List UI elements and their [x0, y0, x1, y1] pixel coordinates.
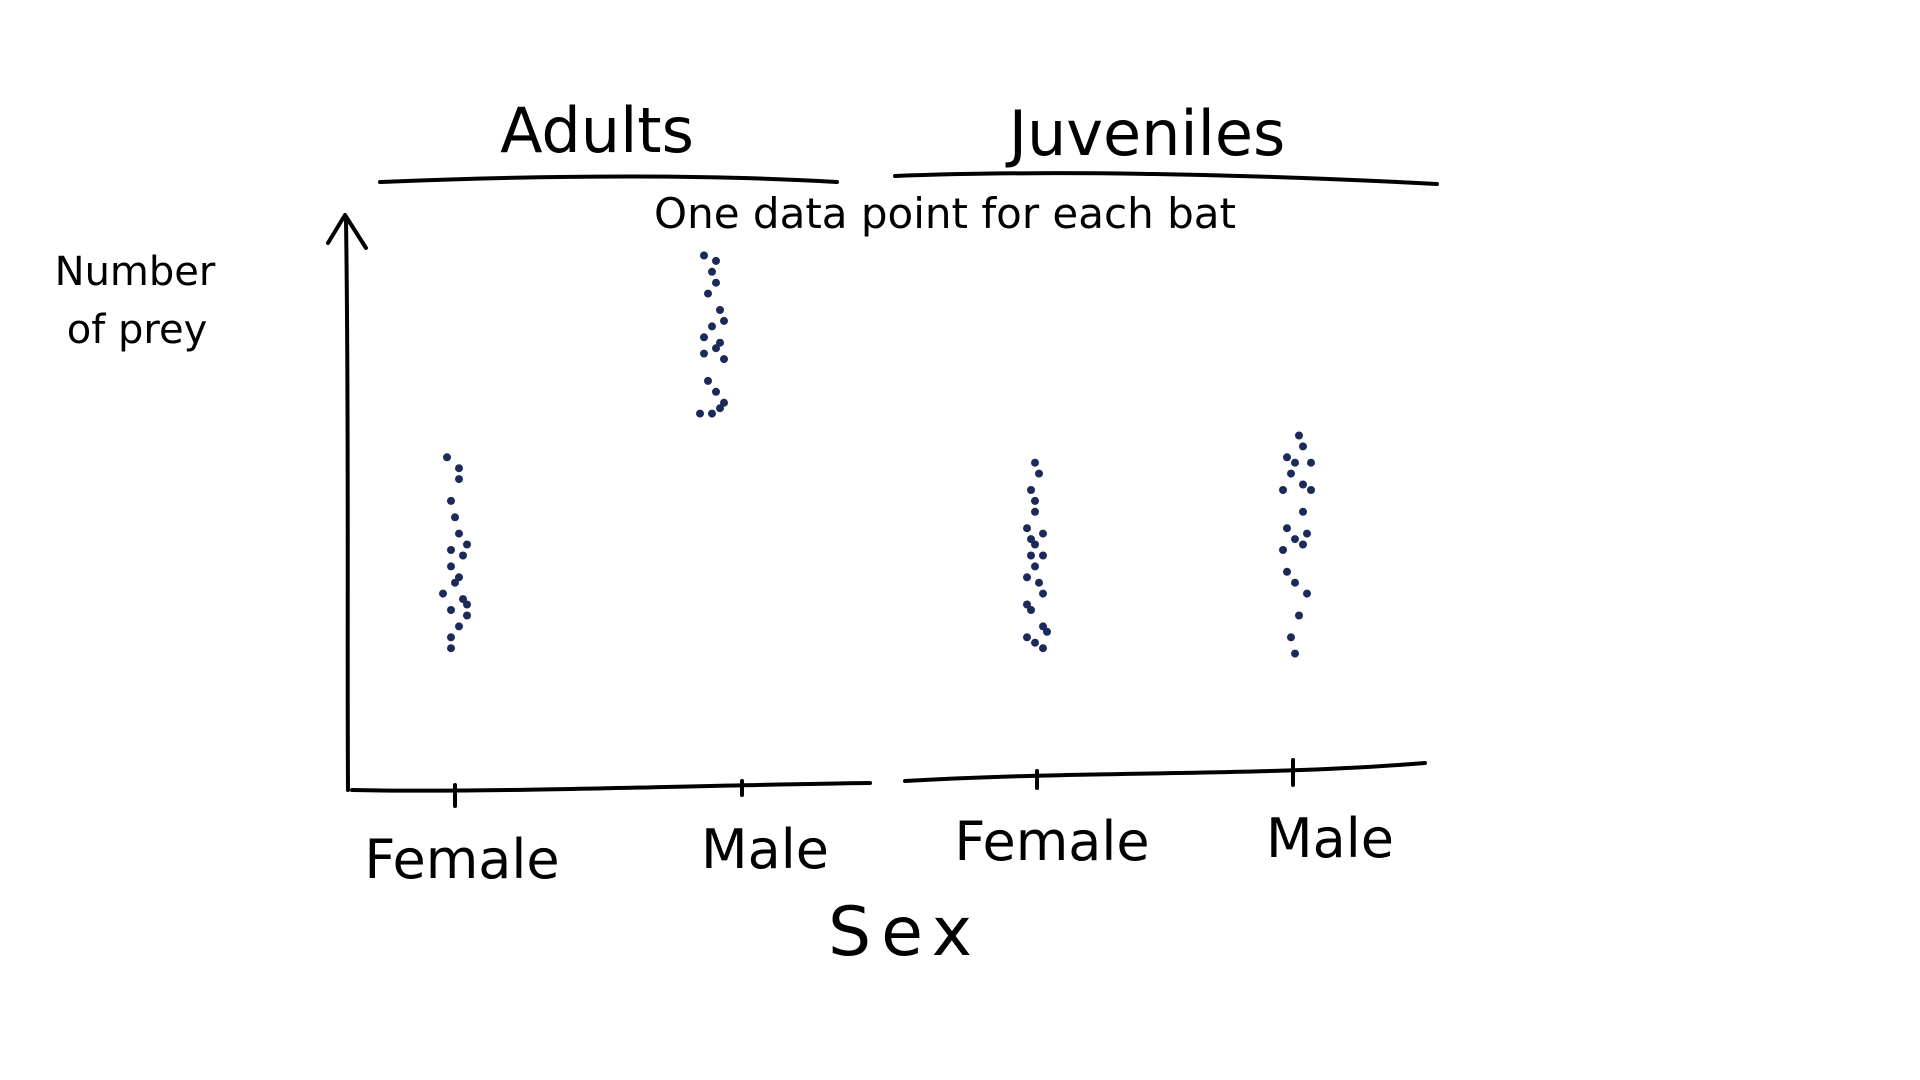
point-juveniles-female-10	[1027, 551, 1035, 560]
point-adults-female-0	[443, 453, 451, 462]
point-juveniles-male-13	[1299, 540, 1307, 549]
point-juveniles-female-11	[1031, 562, 1039, 571]
point-juveniles-male-14	[1279, 546, 1287, 554]
tick-label-adults-female: Female	[364, 828, 559, 891]
x-axis-juveniles	[903, 761, 1427, 783]
panel-line-adults	[378, 174, 839, 184]
point-juveniles-male-0	[1295, 431, 1303, 440]
point-juveniles-male-18	[1295, 611, 1303, 620]
point-juveniles-female-12	[1023, 573, 1031, 582]
point-adults-male-3	[712, 278, 720, 287]
point-adults-female-16	[463, 611, 471, 620]
point-adults-male-6	[720, 316, 728, 325]
point-juveniles-female-13	[1035, 578, 1043, 587]
point-adults-female-8	[459, 551, 467, 560]
point-adults-female-19	[447, 644, 455, 653]
point-juveniles-female-1	[1035, 469, 1043, 478]
point-adults-female-14	[463, 600, 471, 609]
point-adults-male-16	[716, 404, 724, 413]
point-adults-female-18	[447, 633, 455, 642]
y-axis-label-line-1: Number	[55, 249, 216, 295]
point-juveniles-male-11	[1303, 529, 1311, 538]
point-juveniles-male-10	[1283, 524, 1291, 533]
point-juveniles-female-21	[1039, 644, 1047, 653]
point-juveniles-female-14	[1039, 589, 1047, 598]
point-adults-female-9	[447, 562, 455, 571]
point-juveniles-female-18	[1043, 627, 1051, 636]
point-juveniles-female-0	[1031, 458, 1039, 467]
y-axis-label-line-2: of prey	[67, 307, 208, 353]
point-adults-female-17	[455, 622, 463, 631]
point-adults-male-11	[700, 349, 708, 358]
point-juveniles-female-3	[1031, 496, 1039, 505]
point-adults-male-9	[716, 338, 724, 347]
panel-title-juveniles: Juveniles	[1005, 97, 1286, 170]
point-adults-female-1	[455, 464, 463, 473]
point-juveniles-male-3	[1291, 458, 1299, 467]
point-adults-female-15	[447, 606, 455, 614]
point-juveniles-male-1	[1299, 442, 1307, 451]
point-adults-male-15	[720, 398, 728, 407]
y-axis	[344, 218, 350, 792]
point-adults-male-7	[708, 322, 716, 331]
tick-label-juveniles-male: Male	[1266, 807, 1394, 870]
point-juveniles-female-20	[1031, 638, 1039, 647]
point-juveniles-female-6	[1039, 529, 1047, 538]
point-adults-female-2	[455, 475, 463, 484]
point-adults-female-4	[451, 513, 459, 522]
point-adults-female-6	[463, 540, 471, 549]
point-adults-male-1	[712, 256, 720, 265]
x-axis-label: Sex	[828, 893, 982, 972]
point-juveniles-male-15	[1283, 567, 1291, 576]
y-axis-arrowhead	[326, 213, 368, 250]
point-adults-male-14	[712, 387, 720, 396]
point-juveniles-male-5	[1287, 469, 1295, 478]
point-juveniles-female-15	[1023, 600, 1031, 609]
point-juveniles-female-9	[1039, 551, 1047, 560]
point-adults-male-0	[700, 251, 708, 260]
point-juveniles-female-16	[1027, 606, 1035, 614]
point-juveniles-male-19	[1287, 633, 1295, 642]
tick-label-juveniles-female: Female	[954, 810, 1149, 873]
point-juveniles-female-5	[1023, 524, 1031, 533]
point-juveniles-female-8	[1031, 540, 1039, 549]
point-adults-female-12	[439, 589, 447, 598]
point-adults-female-11	[451, 578, 459, 587]
point-juveniles-male-16	[1291, 578, 1299, 587]
point-adults-male-18	[708, 409, 716, 418]
point-juveniles-male-12	[1291, 535, 1299, 544]
point-adults-female-5	[455, 529, 463, 538]
point-adults-female-7	[447, 546, 455, 554]
tick-label-adults-male: Male	[701, 818, 829, 881]
point-juveniles-male-7	[1279, 486, 1287, 494]
point-adults-male-17	[696, 409, 704, 418]
point-juveniles-male-8	[1307, 486, 1315, 494]
point-juveniles-male-20	[1291, 649, 1299, 658]
panel-title-adults: Adults	[500, 94, 694, 167]
x-axis-adults	[350, 781, 872, 793]
point-adults-male-8	[700, 333, 708, 342]
point-adults-male-2	[708, 267, 716, 276]
point-juveniles-male-6	[1299, 480, 1307, 489]
panel-line-juveniles	[893, 171, 1439, 186]
data-points	[439, 251, 1315, 658]
point-adults-male-12	[720, 355, 728, 364]
point-juveniles-female-4	[1031, 507, 1039, 516]
point-juveniles-male-9	[1299, 507, 1307, 516]
point-juveniles-male-2	[1283, 453, 1291, 462]
point-juveniles-male-17	[1303, 589, 1311, 598]
point-adults-female-3	[447, 496, 455, 505]
point-adults-male-4	[704, 289, 712, 298]
point-adults-male-10	[712, 344, 720, 353]
annotation-text: One data point for each bat	[654, 189, 1236, 238]
point-adults-male-5	[716, 306, 724, 314]
point-adults-male-13	[704, 376, 712, 385]
point-juveniles-male-4	[1307, 458, 1315, 467]
point-juveniles-female-19	[1023, 633, 1031, 642]
point-juveniles-female-2	[1027, 486, 1035, 494]
